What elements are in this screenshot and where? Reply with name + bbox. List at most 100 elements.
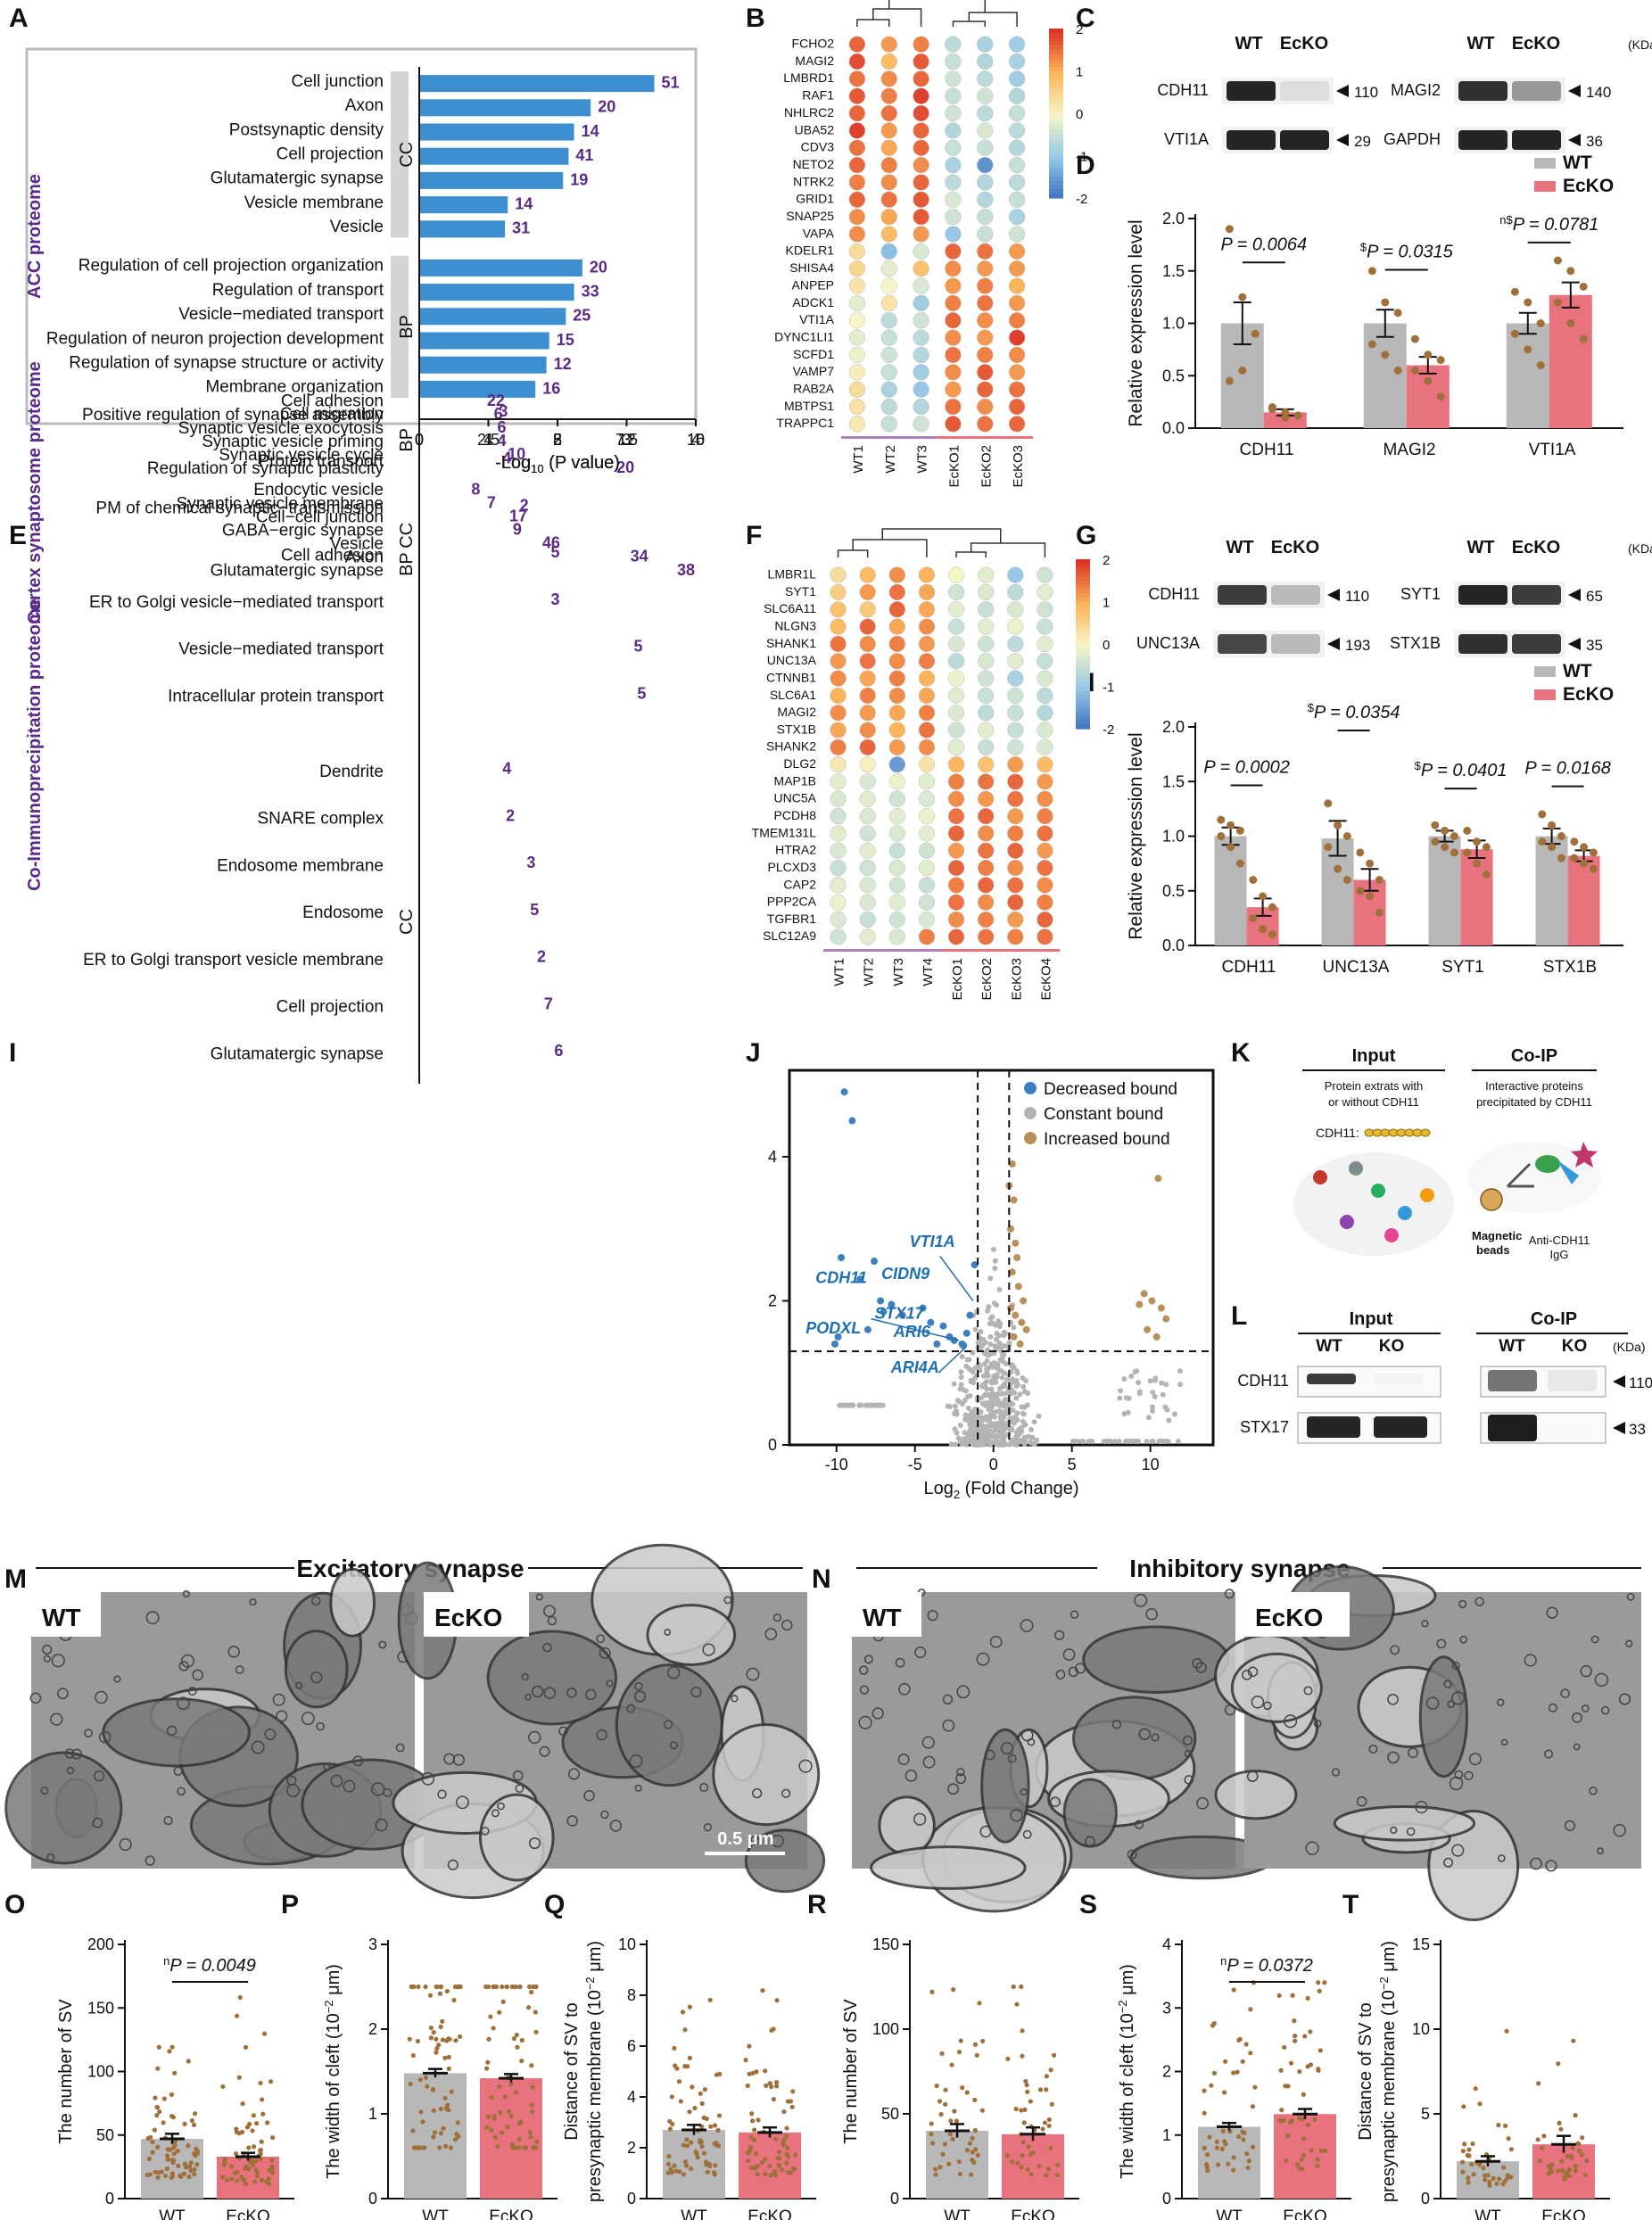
heatmap-dot [913, 87, 929, 104]
em-vesicle [1387, 1693, 1399, 1705]
data-point [1334, 864, 1342, 873]
gene-label: VTI1A [799, 312, 835, 326]
constant-point [880, 1402, 886, 1408]
em-vesicle [371, 1782, 385, 1796]
y-axis-label: Relative expression level [1126, 732, 1146, 939]
heatmap-dot [977, 174, 994, 191]
data-point [194, 2162, 200, 2167]
heatmap-dot [1037, 635, 1053, 653]
y-tick-label: 2 [627, 2139, 636, 2157]
group-label: WT [681, 2208, 707, 2220]
colorbar-cell [1076, 606, 1090, 611]
em-vesicle [539, 1745, 550, 1757]
constant-point [1013, 1395, 1020, 1401]
heatmap-dot [859, 807, 876, 825]
heatmap-dot [978, 790, 995, 807]
heatmap-dot [888, 842, 905, 859]
data-point [687, 2055, 693, 2060]
data-point [1546, 2163, 1552, 2168]
heatmap-dot [848, 381, 866, 398]
data-point [1524, 345, 1532, 354]
colorbar-cell [1049, 62, 1063, 68]
dendrogram [970, 542, 1046, 557]
data-point [1205, 2167, 1210, 2174]
em-profile [712, 1723, 821, 1827]
constant-point [970, 1369, 976, 1375]
em-vesicle [437, 1789, 447, 1799]
heatmap-dot [859, 773, 876, 790]
em-profile [329, 1567, 376, 1638]
blot-protein-label: CDH11 [1237, 1372, 1289, 1390]
heatmap-dot [848, 398, 866, 416]
heatmap-dot [1007, 877, 1024, 894]
heatmap-dot [859, 687, 876, 705]
group-label: EcKO [1011, 2208, 1055, 2220]
em-vesicle [166, 1725, 178, 1737]
em-vesicle [690, 1686, 702, 1698]
arrow-marker [1568, 85, 1581, 97]
heatmap-dot [888, 825, 905, 842]
star-shape [1571, 1142, 1598, 1168]
y-tick-label: 0 [1162, 2190, 1171, 2208]
data-point [1559, 2167, 1565, 2173]
data-point [1580, 859, 1589, 868]
data-point [751, 2137, 757, 2143]
go-term-label: Endosome [302, 904, 384, 922]
group-label: WT [1474, 2208, 1501, 2220]
arrow-marker [1613, 1422, 1625, 1434]
data-point [1496, 2176, 1502, 2182]
data-point [746, 2150, 751, 2156]
gene-label: NHLRC2 [784, 105, 834, 120]
data-point [1248, 2051, 1253, 2056]
heatmap-dot [918, 825, 936, 842]
data-point [1209, 2083, 1214, 2088]
heatmap-dot [848, 70, 866, 87]
constant-point [988, 1386, 995, 1392]
heatmap-dot [978, 583, 995, 601]
go-bar [419, 356, 547, 374]
data-point [1250, 2144, 1256, 2150]
data-point [1366, 892, 1375, 901]
data-point [689, 2166, 694, 2172]
constant-point [995, 1333, 1002, 1339]
go-count: 5 [637, 684, 646, 702]
blot-ko-label: KO [1379, 1337, 1405, 1356]
colorbar-cell [1049, 181, 1063, 186]
data-point [181, 2171, 187, 2176]
em-vesicle [772, 1613, 782, 1622]
em-vesicle [46, 1853, 55, 1861]
go-term-label: Cell migration [280, 405, 384, 424]
em-vesicle [276, 1710, 288, 1722]
data-point [1573, 2113, 1578, 2118]
constant-point [978, 1329, 984, 1335]
data-point [171, 2151, 177, 2157]
constant-point [982, 1439, 988, 1445]
heatmap-dot [945, 70, 962, 87]
data-point [784, 2160, 789, 2166]
heatmap-dot [848, 312, 866, 329]
em-vesicle [1408, 1747, 1418, 1759]
data-point [704, 2116, 709, 2122]
data-point [234, 2126, 239, 2132]
data-point [269, 2170, 276, 2175]
heatmap-dot [918, 790, 936, 807]
data-point [698, 2138, 703, 2143]
data-point [1245, 2165, 1251, 2171]
scheme-text: IgG [1550, 1248, 1569, 1261]
em-vesicle [57, 1688, 69, 1700]
constant-point [948, 1441, 954, 1448]
data-point [692, 2105, 698, 2111]
y-tick-label: 150 [87, 1999, 114, 2017]
heatmap-dot [978, 825, 995, 842]
data-point [1217, 815, 1226, 824]
data-point [483, 2066, 490, 2071]
x-tick-label: 4 [691, 431, 700, 449]
constant-point [1013, 1441, 1020, 1448]
y-tick-label: 1.0 [1162, 828, 1185, 846]
colorbar-cell [1049, 109, 1063, 114]
em-vesicle [585, 1688, 597, 1701]
heatmap-dot [1007, 756, 1024, 773]
heatmap-dot [1037, 825, 1053, 842]
heatmap-dot [1037, 670, 1053, 687]
data-point [1576, 2148, 1582, 2154]
